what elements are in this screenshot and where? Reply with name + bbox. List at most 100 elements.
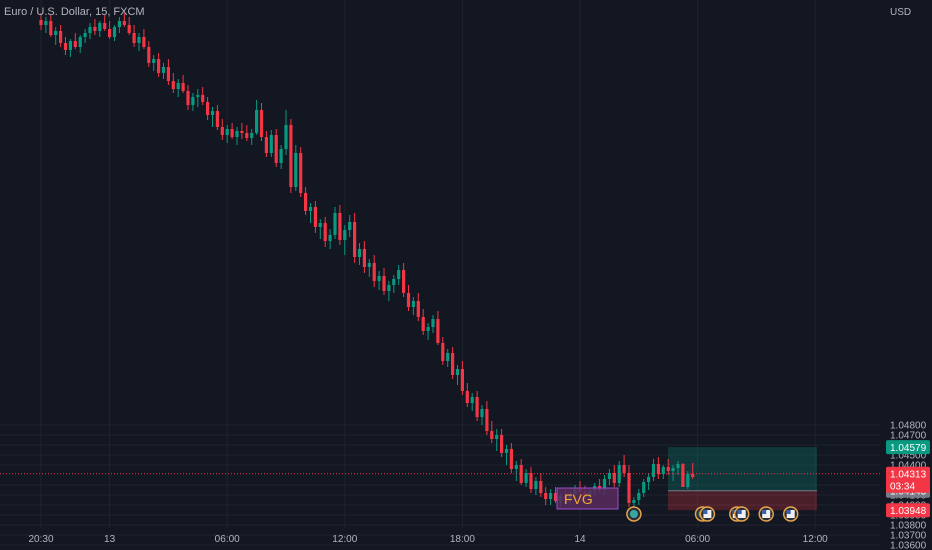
candle-body — [255, 110, 259, 133]
candle-body — [441, 343, 445, 361]
candle-body — [308, 207, 313, 211]
candle-body — [348, 222, 352, 230]
us-flag-canton — [703, 510, 708, 514]
candle-body — [93, 27, 97, 31]
countdown-label: 03:34 — [890, 482, 915, 493]
candle-body — [279, 149, 283, 163]
candle-body — [671, 468, 675, 471]
candle-body — [656, 464, 660, 474]
candle-body — [647, 477, 651, 482]
candle-body — [333, 213, 337, 235]
last-price-label: 1.04313 — [890, 470, 927, 481]
time-tick-label: 12:00 — [803, 534, 828, 545]
candle-body — [54, 31, 58, 35]
candle-body — [661, 467, 665, 474]
candle-body — [539, 481, 543, 493]
candle-body — [284, 125, 288, 149]
candle-body — [362, 249, 366, 267]
candle-body — [210, 111, 215, 115]
candle-body — [88, 27, 92, 33]
candle-body — [392, 279, 396, 285]
candle-body — [504, 449, 509, 453]
grid-lines — [0, 0, 880, 546]
price-tick-label: 1.04700 — [890, 431, 927, 442]
candle-body — [529, 473, 533, 489]
candle-body — [161, 67, 166, 73]
time-tick-label: 06:00 — [215, 534, 240, 545]
candle-body — [406, 293, 411, 307]
fvg-box — [556, 487, 619, 510]
candle-body — [73, 41, 77, 47]
time-tick-label: 14 — [574, 534, 586, 545]
candle-body — [544, 493, 548, 499]
candle-body — [196, 95, 200, 97]
price-tick-label: 1.04500 — [890, 451, 927, 462]
candle-body — [215, 111, 219, 127]
price-tick-label: 1.03800 — [890, 521, 927, 532]
time-tick-label: 12:00 — [332, 534, 357, 545]
candle-body — [250, 133, 254, 138]
candle-body — [299, 153, 303, 193]
candle-body — [343, 230, 347, 240]
candle-body — [465, 391, 469, 403]
candles — [39, 13, 695, 509]
candle-body — [294, 153, 298, 187]
candle-body — [681, 464, 685, 487]
candle-body — [142, 37, 146, 47]
time-axis: 20:30 13 06:00 12:00 18:00 14 06:00 12:00 — [28, 534, 828, 545]
candle-body — [166, 67, 170, 81]
candle-body — [357, 249, 362, 257]
position-tool — [668, 447, 817, 511]
candle-body — [220, 127, 224, 135]
candle-body — [338, 213, 342, 240]
candle-body — [602, 479, 607, 490]
candle-body — [651, 464, 656, 477]
candle-body — [147, 47, 151, 63]
candle-body — [691, 474, 695, 477]
candle-body — [612, 473, 616, 483]
candle-body — [98, 23, 102, 31]
candle-body — [500, 435, 504, 453]
candle-body — [416, 301, 420, 317]
candle-body — [553, 493, 558, 501]
candle-body — [534, 481, 538, 489]
candle-body — [49, 21, 53, 35]
candle-body — [382, 276, 386, 291]
candle-body — [353, 222, 357, 257]
event-markers — [626, 506, 799, 522]
time-tick-label: 06:00 — [685, 534, 710, 545]
candle-body — [642, 482, 646, 493]
candle-body — [264, 137, 268, 153]
candle-body — [397, 270, 401, 279]
candle-body — [686, 474, 690, 487]
candle-body — [460, 369, 464, 391]
chart-title: Euro / U.S. Dollar, 15, FXCM — [4, 6, 145, 18]
candle-body — [78, 37, 82, 47]
candle-body — [475, 397, 479, 417]
candle-body — [225, 129, 229, 135]
candle-body — [191, 97, 195, 105]
candle-body — [519, 465, 523, 483]
currency-label: USD — [890, 7, 911, 18]
us-flag-canton — [762, 510, 767, 514]
candle-body — [323, 223, 327, 241]
candle-body — [181, 83, 185, 91]
candle-body — [289, 125, 293, 187]
candle-body — [39, 20, 43, 25]
candle-body — [490, 431, 494, 439]
candle-body — [245, 133, 249, 138]
candle-body — [132, 33, 136, 43]
time-tick-label: 13 — [104, 534, 116, 545]
candle-body — [259, 110, 264, 137]
candle-body — [68, 41, 72, 50]
candle-body — [617, 465, 621, 483]
candle-body — [304, 193, 308, 211]
candle-body — [108, 29, 112, 37]
candle-body — [509, 449, 513, 469]
last-price-badge — [886, 466, 930, 493]
candle-body — [63, 43, 68, 50]
price-badge-label: 1.04579 — [890, 443, 927, 454]
candle-body — [112, 27, 117, 37]
